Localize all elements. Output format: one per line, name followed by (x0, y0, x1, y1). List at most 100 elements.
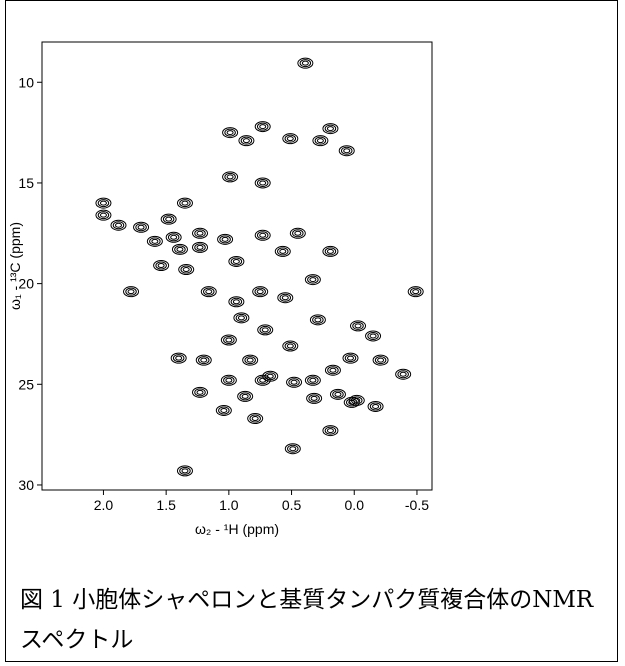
peak (233, 312, 250, 324)
contour-level (220, 374, 237, 386)
y-tick-label: 25 (18, 376, 34, 392)
peak (171, 243, 188, 255)
peak (237, 390, 254, 402)
contour-level (312, 135, 329, 147)
contour-level (254, 177, 271, 189)
contour-level (194, 243, 206, 252)
contour-level (287, 444, 299, 453)
contour-level (181, 200, 189, 206)
contour-level (165, 231, 182, 243)
contour-level (340, 146, 353, 155)
contour-level (222, 127, 239, 139)
contour-level (175, 355, 183, 361)
y-tick-label: 10 (18, 74, 34, 90)
peak (254, 121, 271, 133)
contour-level (228, 255, 245, 267)
contour-level (297, 57, 314, 69)
contour-level (127, 289, 135, 295)
peak (146, 235, 163, 247)
peak (395, 368, 412, 380)
contour-level (155, 261, 167, 270)
contour-level (277, 292, 294, 304)
contour-level (179, 199, 191, 208)
contour-level (294, 230, 302, 236)
peak (192, 227, 209, 239)
contour-level (286, 343, 294, 349)
contour-level (259, 124, 267, 130)
peak (304, 274, 321, 286)
contour-level (95, 197, 112, 209)
contour-level (289, 446, 297, 452)
contour-level (284, 443, 301, 455)
peak (297, 57, 314, 69)
contour-level (374, 356, 387, 365)
contour-level (256, 122, 269, 131)
contour-level (367, 400, 384, 412)
contour-level (279, 248, 287, 254)
contour-level (256, 376, 269, 385)
contour-level (399, 371, 407, 377)
peak (110, 219, 127, 231)
contour-level (114, 222, 122, 228)
contour-level (238, 135, 255, 147)
contour-level (256, 231, 269, 240)
contour-level (205, 289, 213, 295)
contour-level (345, 398, 358, 407)
figure-frame (5, 0, 618, 662)
contour-level (176, 197, 193, 209)
contour-level (281, 295, 289, 301)
contour-level (233, 312, 250, 324)
contour-level (95, 209, 112, 221)
contour-level (254, 229, 271, 241)
peak (178, 264, 195, 276)
peak (407, 286, 424, 298)
contour-level (200, 357, 208, 363)
peak (238, 135, 255, 147)
contour-level (350, 320, 367, 332)
contour-level (123, 286, 140, 298)
peak (220, 334, 237, 346)
contour-level (149, 237, 161, 246)
contour-level (286, 376, 303, 388)
y-axis-label: ω₁ - ¹³C (ppm) (7, 222, 23, 310)
contour-level (309, 277, 317, 283)
contour-level (324, 364, 341, 376)
peak (282, 340, 299, 352)
peak (192, 241, 209, 253)
chart: ω₂ - ¹H (ppm) ω₁ - ¹³C (ppm) 2.0 1.5 1.0 0.… (7, 41, 433, 537)
peak (222, 171, 239, 183)
contour-level (167, 233, 180, 242)
contour-level (223, 376, 235, 385)
contour-level (352, 321, 364, 330)
contour-level (226, 174, 234, 180)
contour-level (218, 406, 230, 415)
contour-level (232, 299, 240, 305)
y-tick-label: 30 (18, 477, 34, 493)
peak (242, 354, 259, 366)
peak (123, 286, 140, 298)
contour-level (180, 265, 192, 274)
contour-level (135, 223, 147, 232)
contour-level (196, 230, 204, 236)
contour-level (256, 289, 264, 295)
contour-level (259, 325, 271, 334)
x-tick-label: 0.5 (282, 497, 302, 513)
contour-level (224, 172, 236, 181)
contour-level (329, 367, 337, 373)
contour-level (334, 391, 342, 397)
contour-level (284, 342, 297, 351)
peak (343, 396, 360, 408)
contour-level (348, 399, 356, 405)
peak (200, 286, 217, 298)
contour-level (195, 354, 212, 366)
peak (372, 354, 389, 366)
contour-level (252, 286, 269, 298)
contour-level (220, 407, 228, 413)
contour-level (237, 390, 254, 402)
peak (304, 374, 321, 386)
caption: 図 1 小胞体シャペロンと基質タンパク質複合体のNMR スペクトル (20, 587, 594, 653)
peak (176, 197, 193, 209)
contour-level (301, 60, 309, 66)
peak (277, 292, 294, 304)
contour-level (338, 145, 355, 157)
